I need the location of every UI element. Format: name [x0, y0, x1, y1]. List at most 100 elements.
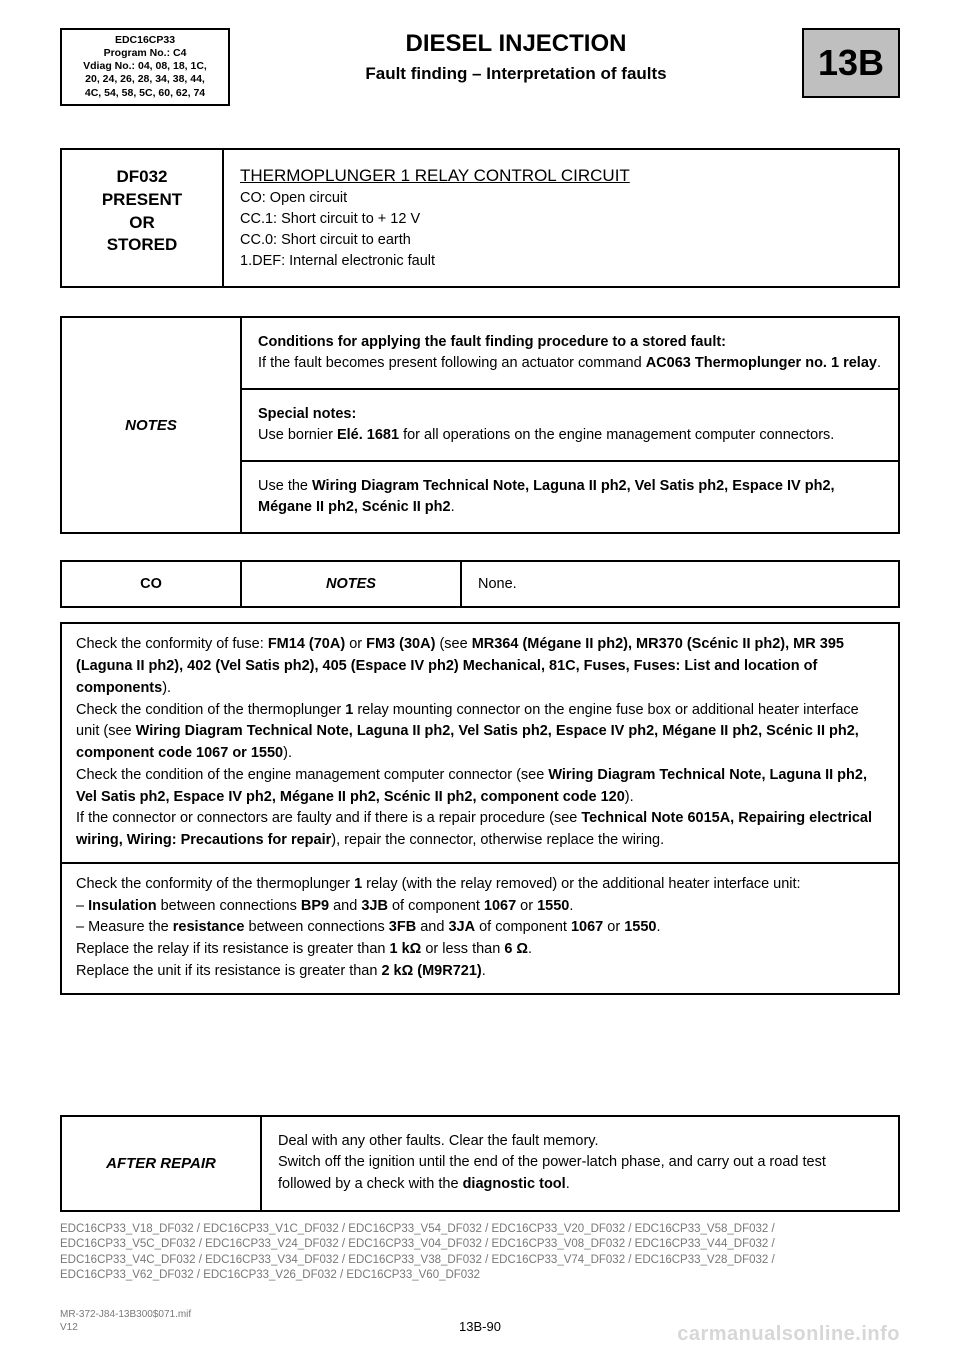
fault-code-line: PRESENT — [68, 189, 216, 212]
fault-code-line: OR — [68, 212, 216, 235]
check-bold: FM3 (30A) — [366, 636, 435, 652]
notes-text: If the fault becomes present following a… — [258, 355, 646, 371]
notes-cell: Conditions for applying the fault findin… — [242, 318, 898, 390]
check-text: of component — [475, 919, 571, 935]
fault-code-line: DF032 — [68, 166, 216, 189]
after-repair-text: Deal with any other faults. Clear the fa… — [262, 1117, 898, 1210]
check-text: (see — [435, 636, 471, 652]
check-bold: resistance — [173, 919, 245, 935]
check-cell: Check the conformity of fuse: FM14 (70A)… — [62, 624, 898, 864]
check-text: ). — [625, 789, 634, 805]
fault-desc-line: CC.1: Short circuit to + 12 V — [240, 211, 420, 227]
check-text: between connections — [157, 898, 301, 914]
check-bold: 1 kΩ — [390, 941, 422, 957]
check-bold: Wiring Diagram Technical Note, Laguna II… — [76, 723, 859, 761]
fault-desc-line: 1.DEF: Internal electronic fault — [240, 253, 435, 269]
reference-codes: EDC16CP33_V18_DF032 / EDC16CP33_V1C_DF03… — [60, 1222, 900, 1284]
meta-line: 20, 24, 26, 28, 34, 38, 44, — [66, 73, 224, 86]
co-notes-value: None. — [462, 562, 898, 606]
notes-cell: Special notes: Use bornier Elé. 1681 for… — [242, 390, 898, 462]
check-text: ). — [162, 680, 171, 696]
check-text: of component — [388, 898, 484, 914]
notes-cell: Use the Wiring Diagram Technical Note, L… — [242, 462, 898, 532]
meta-line: 4C, 54, 58, 5C, 60, 62, 74 — [66, 87, 224, 100]
check-bold: 1067 — [484, 898, 516, 914]
check-bold: 3FB — [389, 919, 416, 935]
fault-code-line: STORED — [68, 234, 216, 257]
meta-box: EDC16CP33 Program No.: C4 Vdiag No.: 04,… — [60, 28, 230, 106]
check-text: ), repair the connector, otherwise repla… — [331, 832, 664, 848]
check-text: or — [516, 898, 537, 914]
check-text: and — [416, 919, 448, 935]
notes-content: Conditions for applying the fault findin… — [242, 318, 898, 532]
meta-line: Vdiag No.: 04, 08, 18, 1C, — [66, 60, 224, 73]
check-text: between connections — [244, 919, 388, 935]
check-bold: Insulation — [88, 898, 156, 914]
notes-bold: Elé. 1681 — [337, 427, 399, 443]
check-text: If the connector or connectors are fault… — [76, 810, 581, 826]
check-bold: 3JA — [448, 919, 475, 935]
fault-box: DF032 PRESENT OR STORED THERMOPLUNGER 1 … — [60, 148, 900, 289]
meta-line: Program No.: C4 — [66, 47, 224, 60]
after-bold: diagnostic tool — [463, 1176, 566, 1192]
check-text: and — [329, 898, 361, 914]
notes-heading: Conditions for applying the fault findin… — [258, 334, 726, 350]
check-text: Check the conformity of the thermoplunge… — [76, 876, 354, 892]
center-titles: DIESEL INJECTION Fault finding – Interpr… — [248, 28, 784, 84]
notes-text: for all operations on the engine managem… — [399, 427, 834, 443]
check-text: relay (with the relay removed) or the ad… — [362, 876, 800, 892]
fault-desc-line: CC.0: Short circuit to earth — [240, 232, 411, 248]
check-text: . — [482, 963, 486, 979]
check-text: Replace the relay if its resistance is g… — [76, 941, 390, 957]
check-text: Check the conformity of fuse: — [76, 636, 268, 652]
check-text: Check the condition of the engine manage… — [76, 767, 548, 783]
co-code: CO — [62, 562, 242, 606]
check-text: . — [656, 919, 660, 935]
notes-text: Use the — [258, 478, 312, 494]
co-notes-label: NOTES — [242, 562, 462, 606]
fault-title: THERMOPLUNGER 1 RELAY CONTROL CIRCUIT — [240, 166, 630, 185]
after-repair-box: AFTER REPAIR Deal with any other faults.… — [60, 1115, 900, 1212]
watermark: carmanualsonline.info — [677, 1323, 900, 1346]
notes-bold: Wiring Diagram Technical Note, Laguna II… — [258, 478, 835, 515]
fault-code: DF032 PRESENT OR STORED — [62, 150, 224, 287]
after-line: . — [566, 1176, 570, 1192]
after-line: Deal with any other faults. Clear the fa… — [278, 1133, 598, 1149]
notes-heading: Special notes: — [258, 406, 356, 422]
check-text: or — [345, 636, 366, 652]
notes-text: . — [877, 355, 881, 371]
check-bold: 1550 — [537, 898, 569, 914]
check-text: ). — [283, 745, 292, 761]
fault-description: THERMOPLUNGER 1 RELAY CONTROL CIRCUIT CO… — [224, 150, 898, 287]
meta-line: EDC16CP33 — [66, 34, 224, 47]
title: DIESEL INJECTION — [248, 30, 784, 58]
check-bold: 1 — [354, 876, 362, 892]
check-text: – Measure the — [76, 919, 173, 935]
check-text: Check the condition of the thermoplunger — [76, 702, 345, 718]
after-repair-label: AFTER REPAIR — [62, 1117, 262, 1210]
co-row: CO NOTES None. — [60, 560, 900, 608]
check-bold: BP9 — [301, 898, 329, 914]
check-text: – — [76, 898, 88, 914]
notes-label: NOTES — [62, 318, 242, 532]
check-bold: 6 Ω — [504, 941, 528, 957]
check-text: Replace the unit if its resistance is gr… — [76, 963, 381, 979]
check-bold: 2 kΩ (M9R721) — [381, 963, 481, 979]
check-block: Check the conformity of fuse: FM14 (70A)… — [60, 622, 900, 994]
check-bold: FM14 (70A) — [268, 636, 345, 652]
check-cell: Check the conformity of the thermoplunge… — [62, 864, 898, 993]
check-text: or less than — [421, 941, 504, 957]
page-header: EDC16CP33 Program No.: C4 Vdiag No.: 04,… — [60, 28, 900, 106]
fault-desc-line: CO: Open circuit — [240, 190, 347, 206]
check-text: . — [569, 898, 573, 914]
notes-text: . — [451, 499, 455, 515]
section-code: 13B — [802, 28, 900, 98]
check-bold: 1550 — [624, 919, 656, 935]
notes-text: Use bornier — [258, 427, 337, 443]
notes-box: NOTES Conditions for applying the fault … — [60, 316, 900, 534]
check-bold: 1067 — [571, 919, 603, 935]
notes-bold: AC063 Thermoplunger no. 1 relay — [646, 355, 877, 371]
check-text: . — [528, 941, 532, 957]
check-bold: 3JB — [361, 898, 388, 914]
subtitle: Fault finding – Interpretation of faults — [248, 64, 784, 84]
